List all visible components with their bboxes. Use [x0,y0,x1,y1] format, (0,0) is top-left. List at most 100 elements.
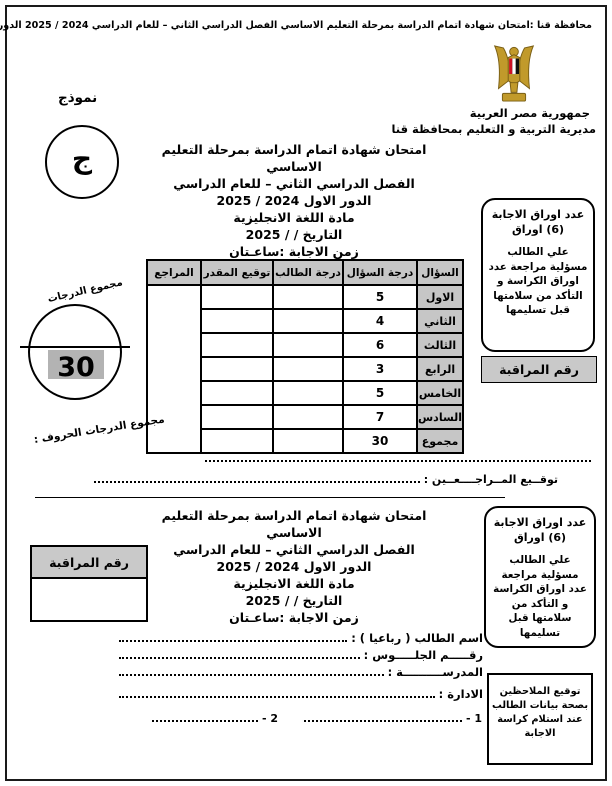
col-student-grade: درجة الطالب [272,259,344,286]
monitoring-number-box-2: رقم المراقبة [30,545,148,622]
total-score-value: 30 [57,352,95,383]
table-row: الرابع 3 [147,356,465,382]
reviewers-signature-dotted-line [94,470,420,483]
monitoring-number-header: رقم المراقبة [32,547,146,579]
exam-duration-line: زمن الاجابة :ساعـتان [229,244,359,259]
col-question-grade: درجة السؤال [342,259,418,286]
table-row: الخامس 5 [147,380,465,406]
student-data-fields: اسم الطالب ( رباعيا ) : رقـــــم الجلـــ… [115,628,483,701]
grades-header-row: السؤال درجة السؤال درجة الطالب توقيع الم… [146,259,465,286]
form-model-label: نموذج [58,90,98,106]
exam-semester-line: الفصل الدراسي الثاني – للعام الدراسي [173,176,415,191]
grader-signature-cell [200,284,274,310]
school-label: المدرســــــــــة : [387,665,483,679]
directorate-title: مديرية التربية و التعليم بمحافظة قنا [391,122,596,136]
administration-field: الادارة : [115,684,483,701]
grades-table: السؤال درجة السؤال درجة الطالب توقيع الم… [146,259,465,454]
page-border-frame [5,5,607,781]
reviewer-cell [146,284,202,454]
question-label: الثالث [415,332,465,358]
form-letter-circle: ج [45,125,119,199]
notice-body: علي الطالب مسؤلية مراجعة عدد اوراق الكرا… [493,554,587,639]
grader-signature-cell [200,308,274,334]
total-score-box: 30 [48,350,104,383]
exam-date-line: التاريخ / / 2025 [245,227,343,242]
student-name-dotted-line [119,629,348,642]
page-header-line: محافظة قنا :امتحان شهادة اتمام الدراسة ب… [0,20,592,31]
col-question: السؤال [415,259,465,286]
table-row: الثالث 6 [147,332,465,358]
seat-number-label: رقـــــم الجلـــــوس : [363,648,483,662]
total-in-words-dotted-line [205,450,591,462]
answer-sheets-notice-box-2: عدد اوراق الاجابة (6) اوراق علي الطالب م… [484,506,596,648]
question-label: مجموع [415,428,465,454]
exam-title-line: امتحان شهادة اتمام الدراسة بمرحلة التعلي… [161,508,427,540]
notice-title: عدد اوراق الاجابة [491,208,585,221]
question-grade: 6 [342,332,418,358]
question-label: الرابع [415,356,465,382]
question-grade: 5 [342,284,418,310]
exam-subject-line: مادة اللغة الانجليزية [233,210,355,225]
signature-line-1-dots [304,709,462,722]
student-grade-cell [272,428,344,454]
question-label: الخامس [415,380,465,406]
notice-count: (6) اوراق [511,223,565,236]
reviewers-signature-row: توقــيع المــراجــــعــين : [90,470,558,486]
egypt-eagle-emblem-icon [485,44,543,104]
col-grader-signature: توقيع المقدر [200,259,274,286]
notice-count: (6) اوراق [513,531,567,544]
signature-line-1-number: 1 - [465,712,482,725]
school-field: المدرســــــــــة : [115,662,483,679]
exam-semester-line: الفصل الدراسي الثاني – للعام الدراسي [173,542,415,557]
administration-dotted-line [119,685,435,698]
grader-signature-cell [200,356,274,382]
question-label: الاول [415,284,465,310]
table-row: مجموع 30 [147,428,465,454]
observers-line: توقيع الملاحظين [499,686,581,697]
notice-title: عدد اوراق الاجابة [493,516,587,529]
exam-title-block-2: امتحان شهادة اتمام الدراسة بمرحلة التعلي… [148,507,440,626]
exam-title-line: امتحان شهادة اتمام الدراسة بمرحلة التعلي… [161,142,427,174]
grader-signature-cell [200,404,274,430]
table-row: الثاني 4 [147,308,465,334]
section-divider [35,497,505,498]
school-dotted-line [119,663,384,676]
total-score-line [20,346,130,348]
grader-signature-cell [200,380,274,406]
exam-title-block: امتحان شهادة اتمام الدراسة بمرحلة التعلي… [148,141,440,260]
question-grade: 4 [342,308,418,334]
country-title: جمهورية مصر العربية [469,106,590,120]
form-letter: ج [71,142,93,175]
monitoring-number-box: رقم المراقبة [481,356,597,383]
seat-number-dotted-line [119,646,360,659]
question-label: الثاني [415,308,465,334]
student-grade-cell [272,308,344,334]
student-name-label: اسم الطالب ( رباعيا ) : [351,631,483,645]
total-score-circle [28,304,122,400]
exam-date-line: التاريخ / / 2025 [245,593,343,608]
signature-line-2-number: 2 - [261,712,278,725]
exam-session-line: الدور الاول 2024 / 2025 [216,193,372,208]
seat-number-field: رقـــــم الجلـــــوس : [115,645,483,662]
notice-body: علي الطالب مسؤلية مراجعة عدد اوراق الكرا… [488,246,588,316]
exam-duration-line: زمن الاجابة :ساعـتان [229,610,359,625]
question-grade: 30 [342,428,418,454]
question-grade: 3 [342,356,418,382]
student-grade-cell [272,332,344,358]
observers-line: بصحة بيانات الطالب [491,700,589,711]
signature-line-1: 1 - [300,710,482,725]
observers-line: عند استلام كراسة [497,714,583,725]
question-grade: 5 [342,380,418,406]
student-grade-cell [272,404,344,430]
table-row: السادس 7 [147,404,465,430]
question-label: السادس [415,404,465,430]
question-grade: 7 [342,404,418,430]
observers-signature-box: توقيع الملاحظين بصحة بيانات الطالب عند ا… [487,673,593,765]
student-grade-cell [272,380,344,406]
exam-session-line: الدور الاول 2024 / 2025 [216,559,372,574]
grader-signature-cell [200,332,274,358]
col-reviewer: المراجع [146,259,202,286]
signature-line-2: 2 - [148,710,278,725]
signature-line-2-dots [152,709,258,722]
